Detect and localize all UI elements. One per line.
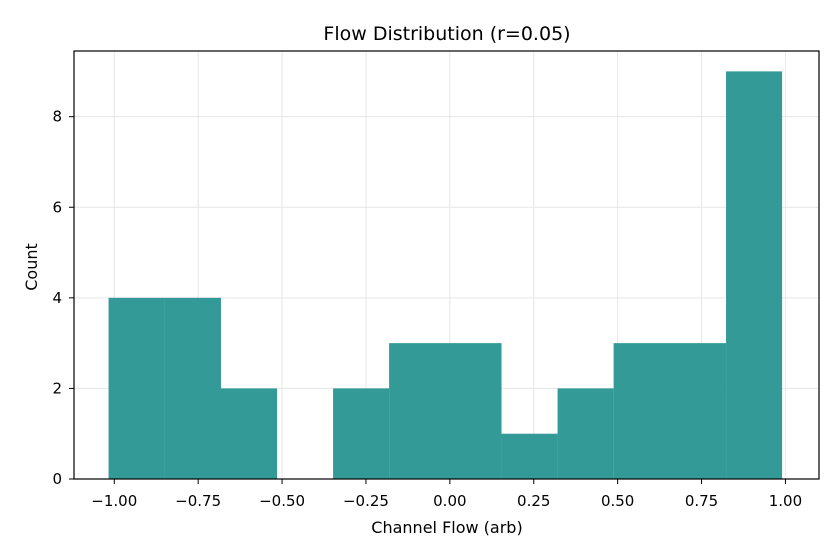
x-axis-ticks: −1.00 −0.75 −0.50 −0.25 0.00 0.25 0.50 0.75 1.00 — [91, 479, 802, 510]
histogram-bar — [726, 71, 783, 479]
y-tick-label: 8 — [52, 108, 62, 126]
histogram-bar — [220, 388, 278, 479]
histogram-bar — [389, 343, 446, 479]
plot-frame — [73, 50, 820, 480]
y-tick-label: 6 — [52, 198, 62, 216]
x-tick-label: 0.00 — [433, 492, 466, 510]
histogram-bar — [557, 388, 614, 479]
x-tick-label: 0.75 — [685, 492, 718, 510]
x-tick-label: 0.25 — [517, 492, 550, 510]
x-tick-label: −1.00 — [91, 492, 137, 510]
x-tick-label: 1.00 — [769, 492, 802, 510]
x-axis-label: Channel Flow (arb) — [371, 518, 522, 537]
histogram-bar — [501, 433, 558, 479]
x-tick-label: −0.25 — [343, 492, 389, 510]
histogram-bars — [108, 71, 783, 479]
y-tick-label: 0 — [52, 470, 62, 488]
chart-title: Flow Distribution (r=0.05) — [323, 23, 570, 45]
histogram-bar — [445, 343, 502, 479]
x-tick-label: −0.75 — [175, 492, 221, 510]
histogram-bar — [613, 343, 670, 479]
histogram-bar — [333, 388, 390, 479]
y-tick-label: 4 — [52, 289, 62, 307]
y-tick-label: 2 — [52, 379, 62, 397]
histogram-bar — [164, 297, 221, 479]
y-axis-ticks: 0 2 4 6 8 — [52, 108, 74, 488]
x-tick-label: −0.50 — [259, 492, 305, 510]
histogram-bar — [108, 297, 165, 479]
histogram-bar — [670, 343, 727, 479]
x-tick-label: 0.50 — [601, 492, 634, 510]
y-axis-label: Count — [22, 243, 41, 291]
